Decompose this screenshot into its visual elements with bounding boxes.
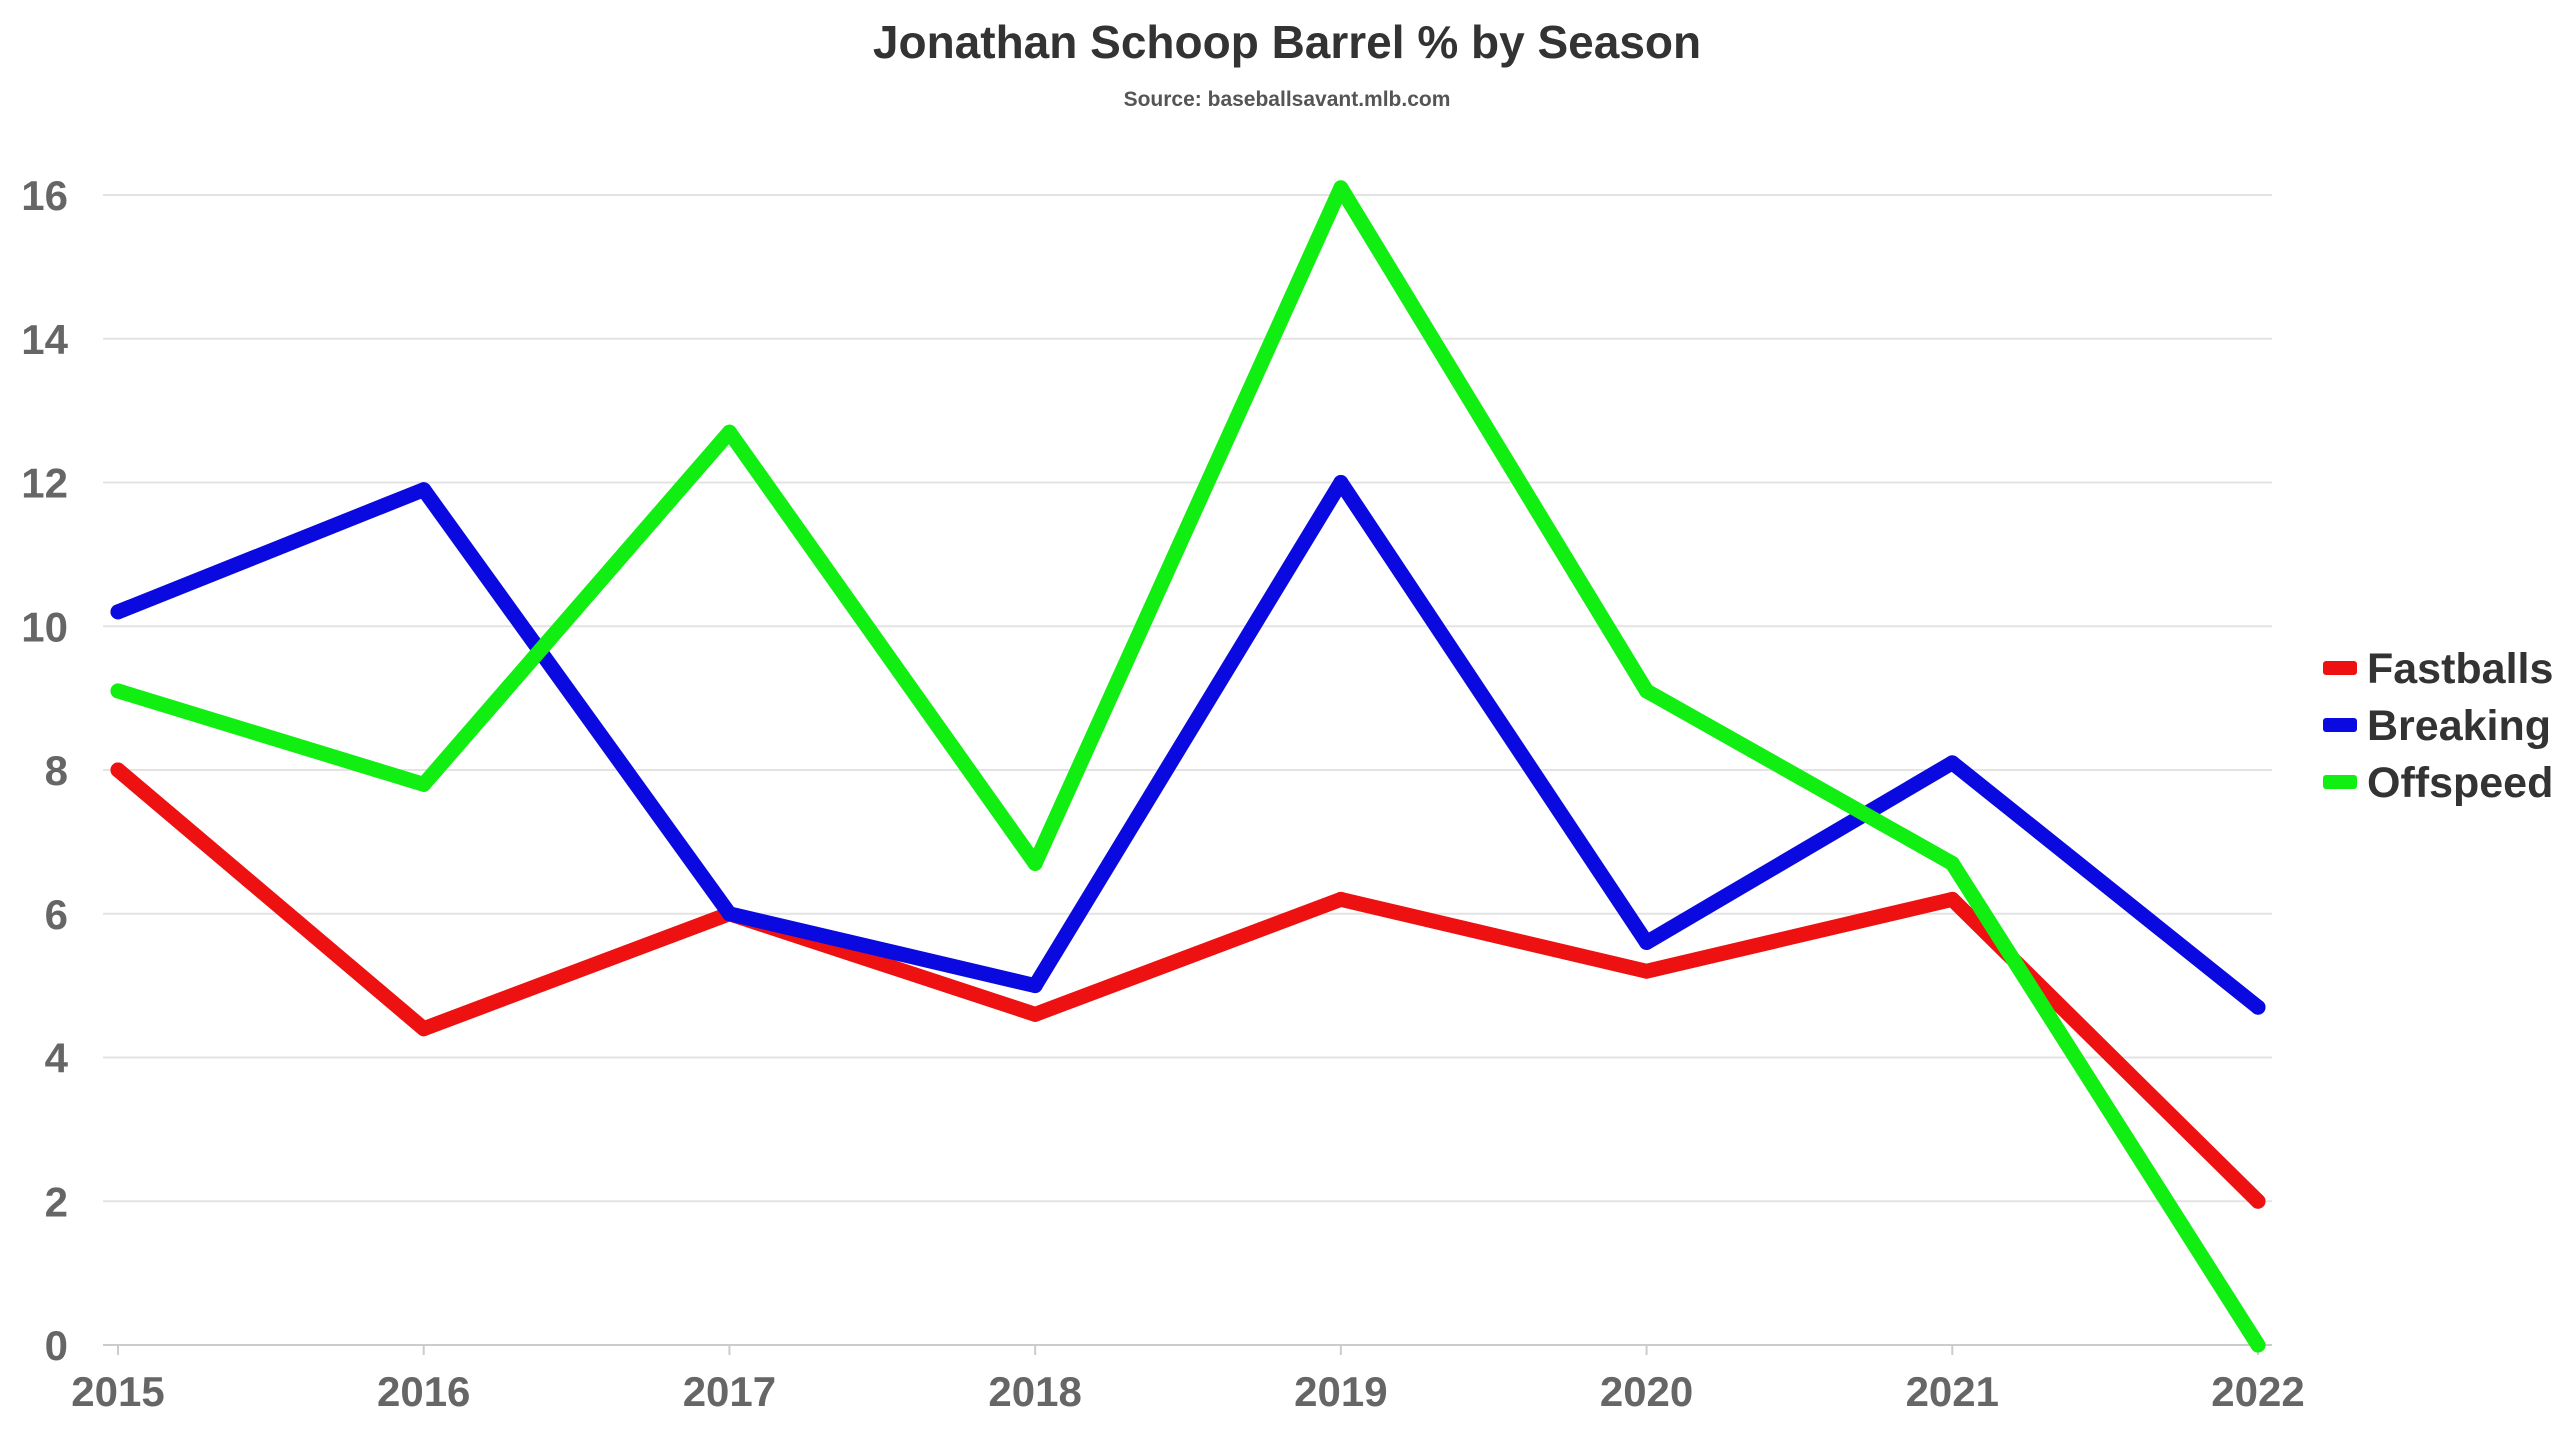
legend-swatch-offspeed	[2323, 775, 2357, 789]
y-tick-label: 14	[21, 316, 68, 363]
series-line-offspeed	[110, 180, 2266, 1353]
data-point-breaking	[1027, 978, 1043, 994]
data-point-fastballs	[110, 762, 126, 778]
legend-swatch-breaking	[2323, 718, 2357, 732]
data-point-fastballs	[2250, 1193, 2266, 1209]
data-point-fastballs	[1333, 891, 1349, 907]
data-point-breaking	[721, 906, 737, 922]
data-point-fastballs	[1027, 1006, 1043, 1022]
x-tick-label: 2018	[988, 1368, 1081, 1415]
series-line-breaking	[110, 475, 2266, 1015]
data-point-offspeed	[1944, 855, 1960, 871]
chart-subtitle: Source: baseballsavant.mlb.com	[1124, 88, 1451, 111]
x-tick-label: 2021	[1906, 1368, 1999, 1415]
x-tick-label: 2022	[2211, 1368, 2304, 1415]
gridlines	[103, 194, 2272, 1346]
data-point-offspeed	[1639, 683, 1655, 699]
data-point-breaking	[2250, 999, 2266, 1015]
y-tick-label: 16	[21, 172, 68, 219]
y-tick-label: 10	[21, 603, 68, 650]
legend-label-offspeed: Offspeed	[2367, 759, 2553, 807]
data-point-offspeed	[1333, 180, 1349, 196]
data-point-offspeed	[416, 776, 432, 792]
chart-title: Jonathan Schoop Barrel % by Season	[873, 16, 1701, 68]
data-point-fastballs	[1944, 891, 1960, 907]
data-point-fastballs	[416, 1021, 432, 1037]
legend-label-breaking: Breaking	[2367, 702, 2551, 750]
y-tick-label: 6	[45, 891, 68, 938]
x-tick-label: 2020	[1600, 1368, 1693, 1415]
data-point-breaking	[1639, 935, 1655, 950]
legend: Fastballs Breaking Offspeed	[2323, 645, 2553, 807]
x-tick-label: 2016	[377, 1368, 470, 1415]
x-tick-label: 2019	[1294, 1368, 1387, 1415]
data-point-offspeed	[721, 424, 737, 440]
data-point-breaking	[1944, 755, 1960, 771]
series-line-fastballs	[110, 762, 2266, 1209]
y-tick-label: 12	[21, 460, 68, 507]
data-point-offspeed	[2250, 1337, 2266, 1353]
data-point-breaking	[416, 482, 432, 498]
legend-label-fastballs: Fastballs	[2367, 645, 2553, 693]
legend-swatch-fastballs	[2323, 661, 2357, 675]
y-axis-ticks: 0 2 4 6 8 10 12 14 16	[21, 172, 68, 1369]
data-point-breaking	[1333, 475, 1349, 490]
y-tick-label: 8	[45, 747, 68, 794]
data-point-breaking	[110, 604, 126, 620]
x-tick-label: 2017	[683, 1368, 776, 1415]
x-tick-label: 2015	[71, 1368, 164, 1415]
data-point-offspeed	[1027, 855, 1043, 871]
y-tick-label: 4	[45, 1035, 69, 1082]
y-tick-label: 2	[45, 1178, 68, 1225]
x-axis-ticks: 2015 2016 2017 2018 2019 2020 2021 2022	[71, 1345, 2305, 1415]
y-tick-label: 0	[45, 1322, 68, 1369]
data-point-fastballs	[1639, 963, 1655, 979]
series-lines	[110, 180, 2266, 1353]
data-point-offspeed	[110, 683, 126, 699]
